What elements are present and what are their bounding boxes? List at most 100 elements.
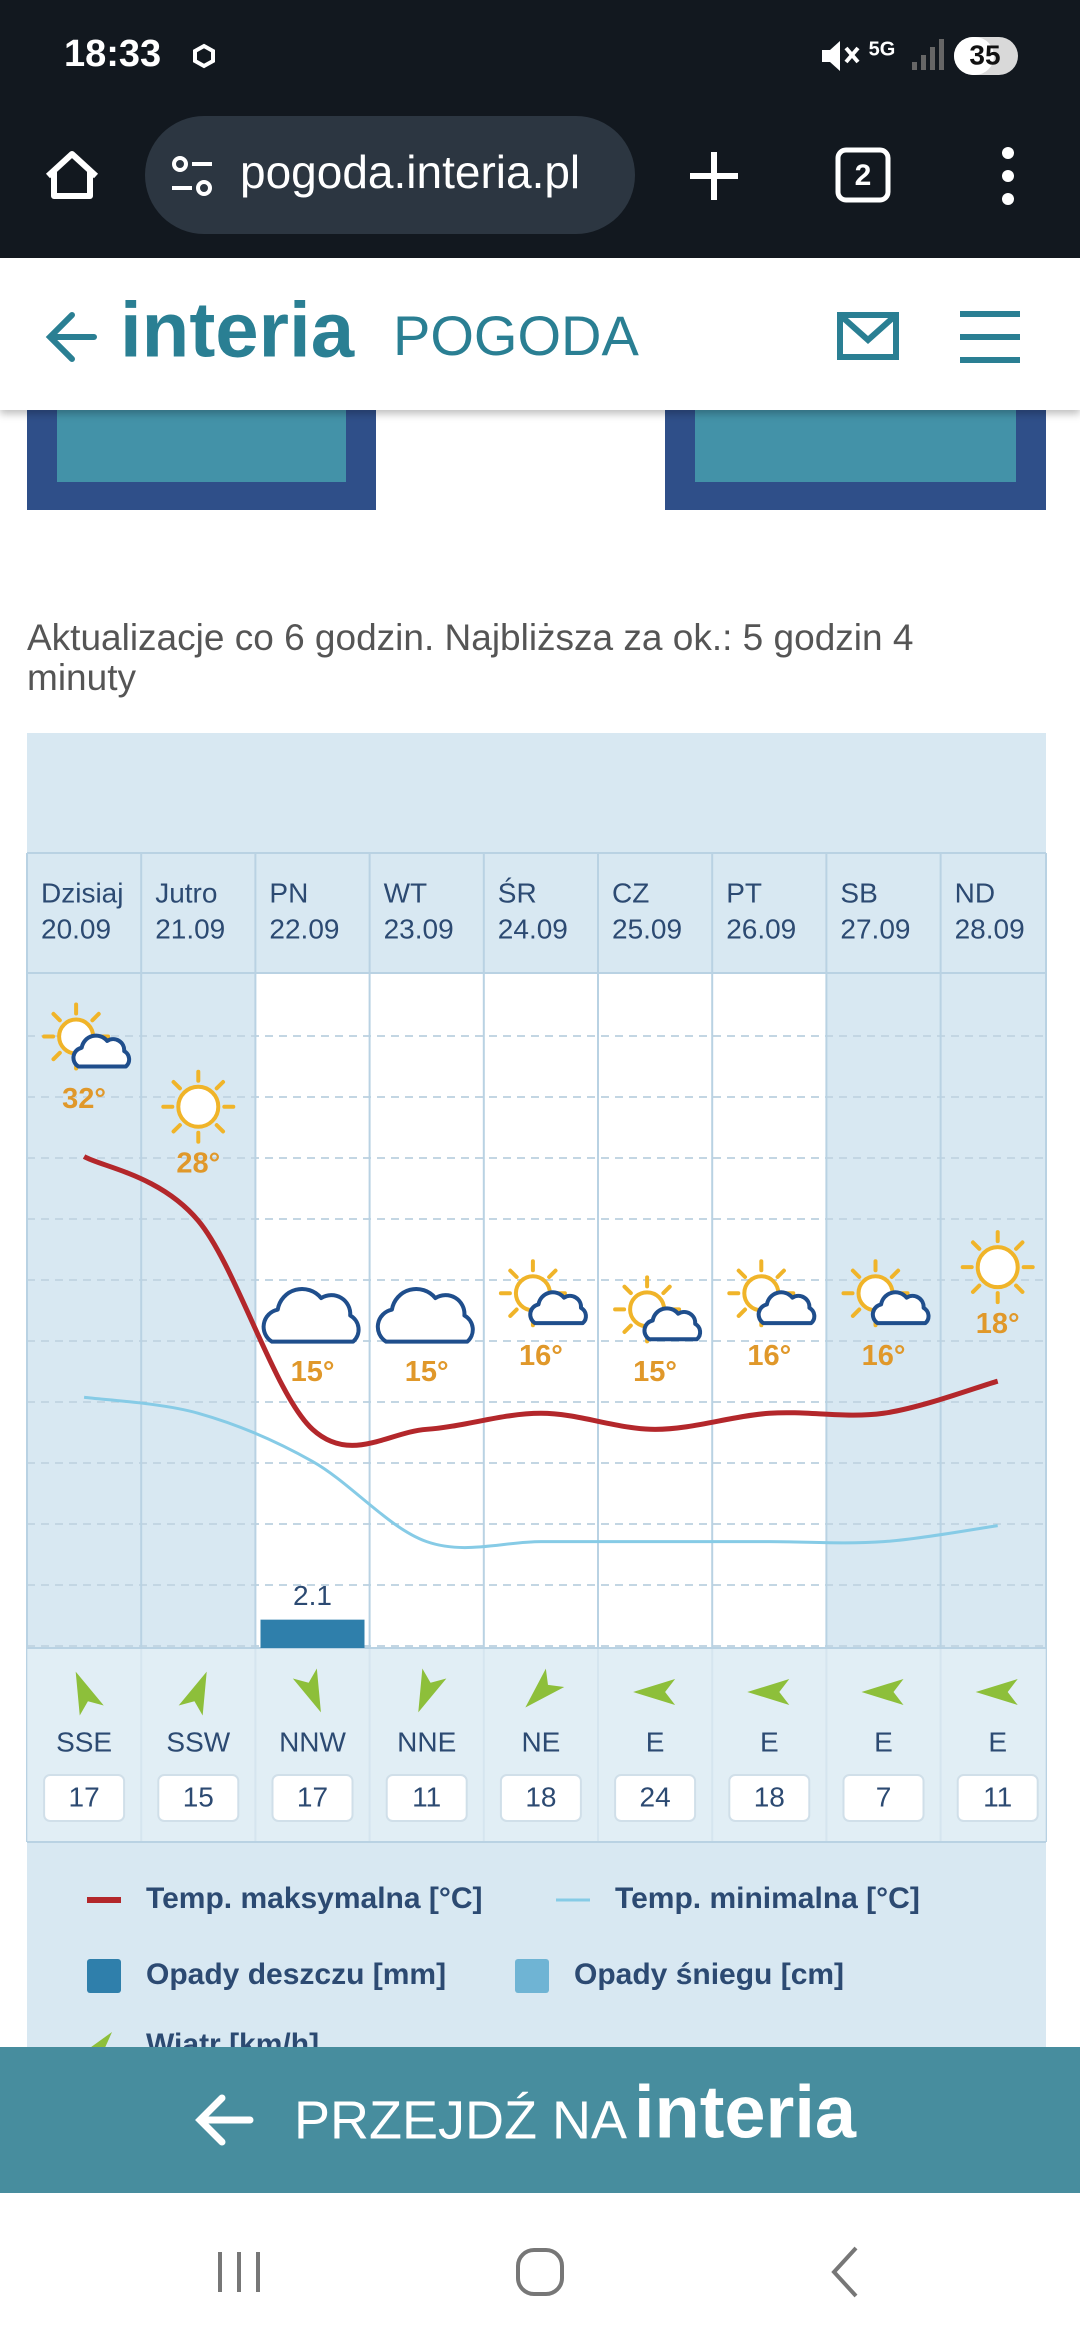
day-date: 24.09 bbox=[498, 913, 568, 944]
wind-arrow bbox=[75, 1671, 104, 1716]
sun-ray bbox=[736, 1268, 748, 1280]
cloud-icon bbox=[375, 1287, 475, 1344]
wind-speed: 11 bbox=[412, 1781, 441, 1812]
precip-label: 2.1 bbox=[293, 1580, 332, 1611]
sun-ray bbox=[850, 1268, 862, 1280]
sun-disc bbox=[975, 1245, 1020, 1290]
sun-ray bbox=[508, 1307, 519, 1318]
site-info-icon[interactable] bbox=[172, 156, 212, 196]
temp-label: 16° bbox=[862, 1340, 906, 1372]
wind-arrow bbox=[525, 1668, 565, 1708]
sun-disc bbox=[176, 1084, 221, 1129]
cloud-icon bbox=[261, 1287, 361, 1344]
card-inner bbox=[57, 400, 346, 482]
sun-icon bbox=[960, 1230, 1035, 1305]
cloud-icon bbox=[756, 1290, 817, 1326]
mail-button[interactable] bbox=[837, 312, 899, 360]
mute-icon bbox=[822, 41, 860, 71]
wind-speed-box bbox=[728, 1774, 811, 1822]
wind-speed: 17 bbox=[69, 1781, 100, 1812]
recents-button[interactable] bbox=[218, 2252, 260, 2292]
day-date: 27.09 bbox=[840, 913, 910, 944]
temp-label: 15° bbox=[405, 1356, 449, 1388]
footer-bar[interactable] bbox=[0, 2047, 1080, 2193]
card-inner bbox=[695, 400, 1016, 482]
wind-direction: E bbox=[988, 1726, 1007, 1757]
temp-label: 18° bbox=[976, 1308, 1020, 1340]
day-column bbox=[27, 973, 142, 1648]
wind-speed: 18 bbox=[525, 1781, 556, 1812]
sun-ray bbox=[508, 1268, 519, 1280]
cloud-icon bbox=[71, 1033, 132, 1069]
wind-direction: E bbox=[760, 1726, 779, 1757]
precip-bar bbox=[260, 1619, 365, 1648]
new-tab-button[interactable] bbox=[690, 152, 738, 200]
sun-ray bbox=[850, 1307, 862, 1318]
chart: Dzisiaj 20.09 Jutro 21.09 PN 22.09 WT 23.09 ŚR 24… bbox=[26, 852, 1047, 2061]
footer-logo[interactable]: interia bbox=[634, 2071, 857, 2154]
update-note-box: Aktualizacje co 6 godzin. Najbliższa za … bbox=[27, 618, 913, 698]
wind-direction: NNW bbox=[279, 1726, 346, 1757]
day-date: 28.09 bbox=[955, 913, 1025, 944]
cloud-icon bbox=[528, 1290, 588, 1326]
status-icon bbox=[193, 43, 215, 69]
sun-ray bbox=[214, 1079, 226, 1091]
legend-swatch bbox=[515, 1959, 549, 1993]
wind-arrow bbox=[747, 1679, 790, 1705]
menu-button[interactable] bbox=[1002, 147, 1014, 205]
sun-ray bbox=[1014, 1240, 1025, 1251]
home-button[interactable] bbox=[45, 151, 99, 199]
day-name: CZ bbox=[612, 877, 649, 908]
wind-speed-box bbox=[271, 1774, 354, 1822]
day-name: ND bbox=[955, 877, 995, 908]
footer-text[interactable]: PRZEJDŹ NA bbox=[294, 2090, 627, 2150]
sun-ray bbox=[1014, 1283, 1025, 1294]
back-button[interactable] bbox=[45, 312, 97, 362]
day-date: 26.09 bbox=[726, 913, 796, 944]
wind-speed-box bbox=[385, 1774, 468, 1822]
wind-direction: NNE bbox=[397, 1726, 456, 1757]
wind-arrow bbox=[418, 1668, 447, 1713]
day-date: 23.09 bbox=[384, 913, 454, 944]
wind-speed: 18 bbox=[754, 1781, 785, 1812]
sun-ray bbox=[622, 1323, 633, 1334]
network-label: 5G bbox=[869, 38, 896, 60]
cloud-icon bbox=[870, 1290, 931, 1326]
tab-count: 2 bbox=[855, 159, 872, 192]
url-bar[interactable] bbox=[145, 116, 635, 234]
legend-swatch bbox=[87, 1959, 121, 1993]
wind-arrow bbox=[178, 1671, 207, 1716]
day-date: 21.09 bbox=[155, 913, 225, 944]
nav-bar bbox=[0, 2193, 1080, 2340]
url-text[interactable]: pogoda.interia.pl bbox=[240, 146, 580, 198]
day-date: 20.09 bbox=[41, 913, 111, 944]
sun-ray bbox=[889, 1268, 901, 1280]
wind-speed: 11 bbox=[983, 1781, 1012, 1812]
wind-arrow bbox=[975, 1679, 1018, 1705]
cloud-icon bbox=[642, 1306, 703, 1342]
wind-speed: 7 bbox=[876, 1781, 892, 1812]
home-nav-button[interactable] bbox=[516, 2248, 564, 2296]
day-date: 25.09 bbox=[612, 913, 682, 944]
temp-label: 16° bbox=[747, 1340, 791, 1372]
back-nav-button[interactable] bbox=[831, 2246, 858, 2298]
sun-ray bbox=[171, 1079, 182, 1091]
day-column bbox=[940, 973, 1046, 1648]
day-name: Dzisiaj bbox=[41, 877, 123, 908]
clock: 18:33 bbox=[64, 33, 161, 75]
wind-speed-box bbox=[43, 1774, 126, 1822]
wind-direction: SSE bbox=[56, 1726, 112, 1757]
wind-speed-box bbox=[842, 1774, 925, 1822]
day-name: PN bbox=[269, 877, 308, 908]
sun-ray bbox=[90, 1011, 101, 1023]
tabs-button[interactable] bbox=[835, 147, 891, 203]
menu-icon[interactable] bbox=[960, 311, 1020, 363]
sun-ray bbox=[214, 1123, 226, 1134]
day-date: 22.09 bbox=[269, 913, 339, 944]
site-logo[interactable]: interia bbox=[120, 286, 355, 374]
sun-ray bbox=[661, 1284, 672, 1296]
day-name: PT bbox=[726, 877, 762, 908]
url-clip: pogoda.interia.pl bbox=[240, 146, 580, 198]
